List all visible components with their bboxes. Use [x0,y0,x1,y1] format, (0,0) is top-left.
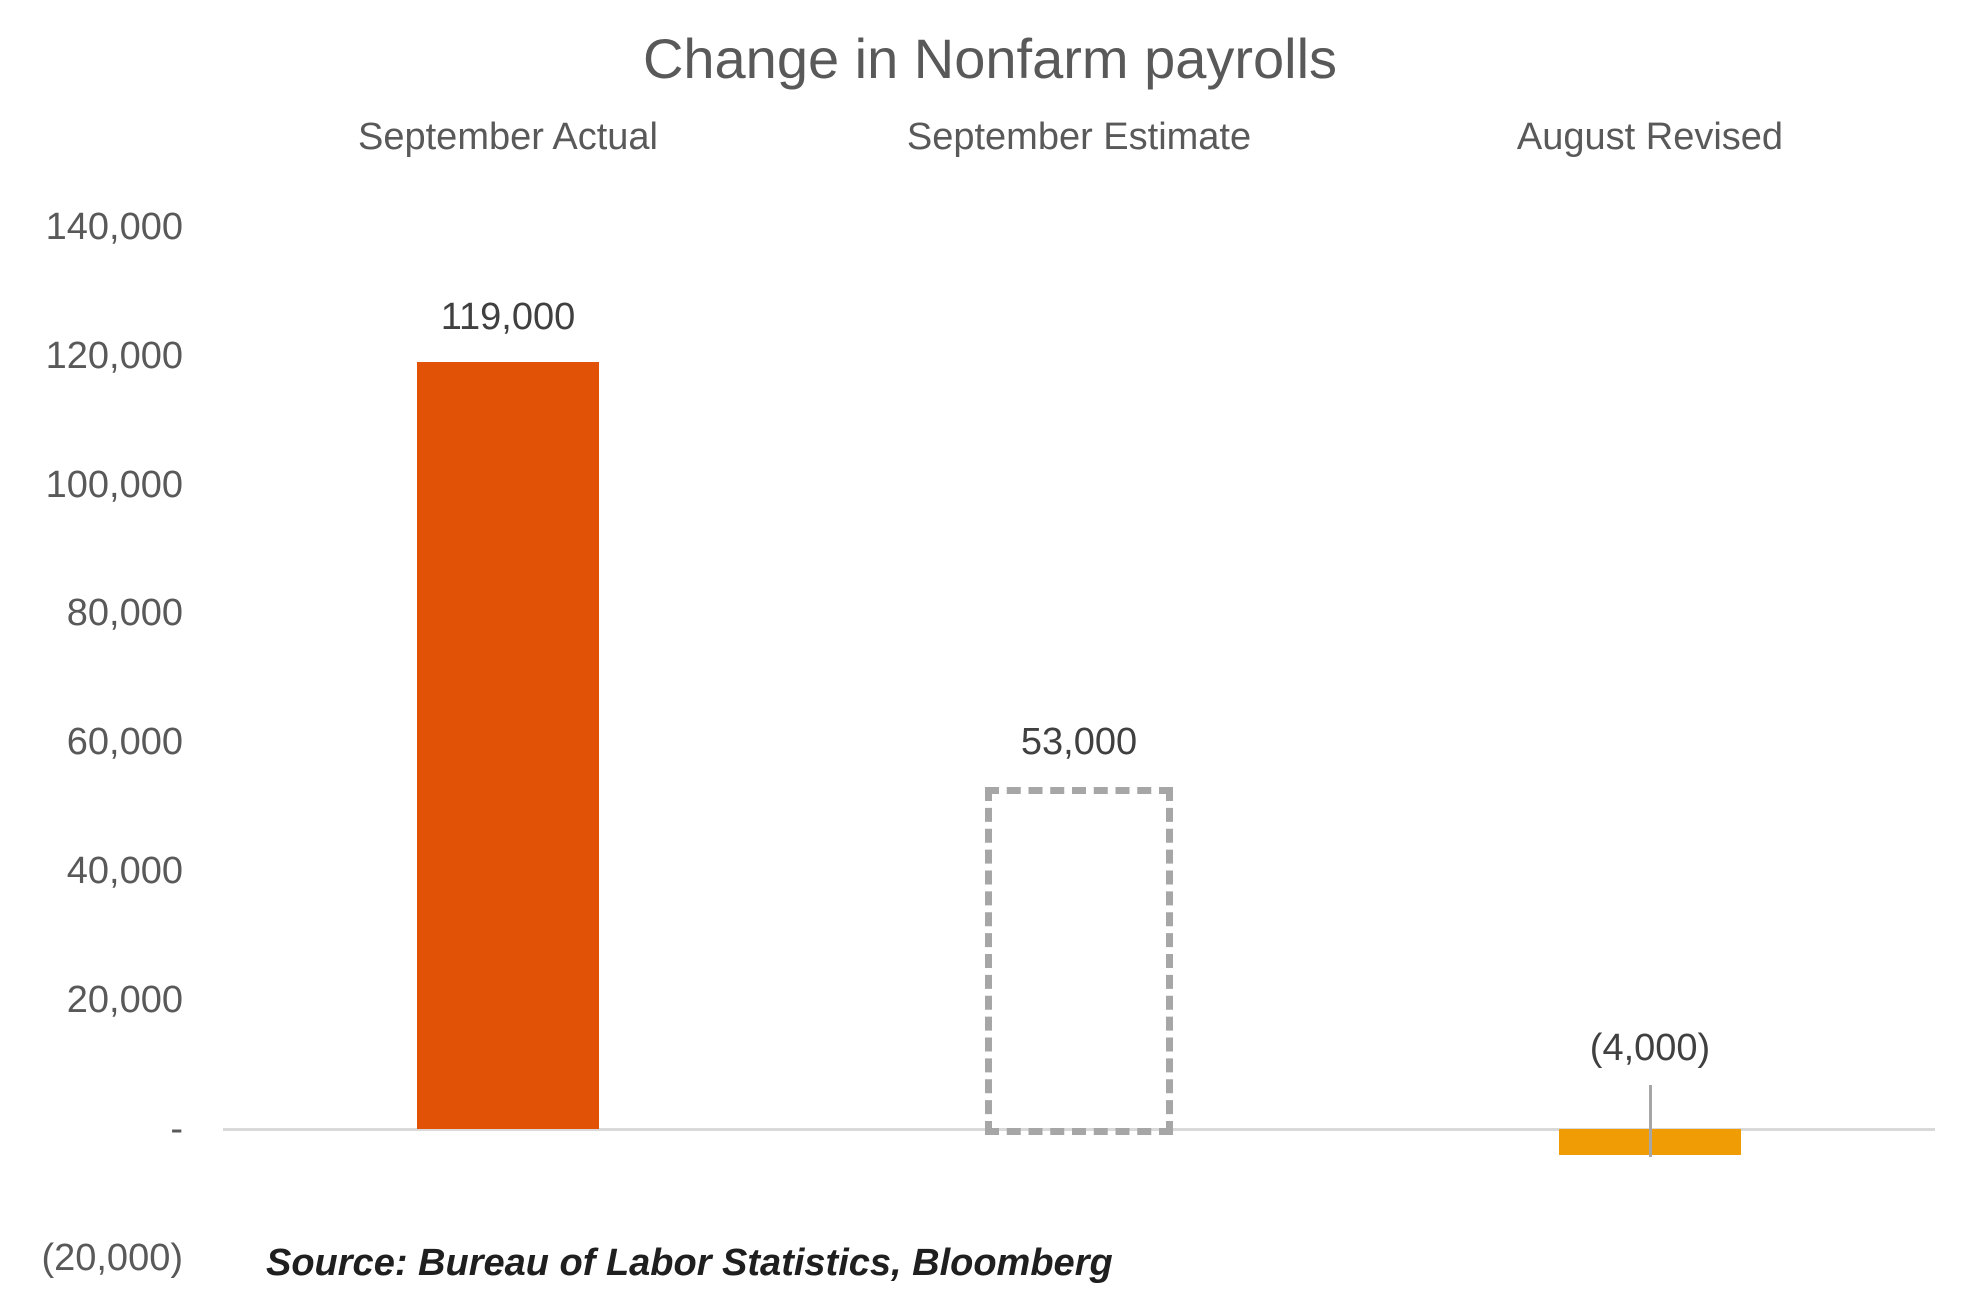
source-note: Source: Bureau of Labor Statistics, Bloo… [266,1242,1113,1284]
y-axis-tick-label: 140,000 [45,206,183,248]
y-axis-tick-label: 20,000 [66,979,183,1021]
y-axis-tick-label: (20,000) [41,1237,183,1279]
data-label-leader-line [1649,1085,1652,1157]
y-axis-tick-label: 40,000 [66,850,183,892]
data-label: 53,000 [1020,721,1138,763]
y-axis-tick-label: 80,000 [66,592,183,634]
chart-title: Change in Nonfarm payrolls [642,27,1338,90]
y-axis-tick-label: 60,000 [66,721,183,763]
y-axis-tick-label: 120,000 [45,335,183,377]
category-header: August Revised [1516,116,1784,158]
y-axis-tick-label: - [170,1108,183,1150]
category-header: September Actual [358,116,658,158]
estimate-bar-dashed-outline [985,787,1173,1135]
y-axis-tick-label: 100,000 [45,464,183,506]
data-label: (4,000) [1589,1027,1711,1069]
category-header: September Estimate [906,116,1252,158]
actual-bar [417,362,599,1129]
data-label: 119,000 [440,296,576,338]
